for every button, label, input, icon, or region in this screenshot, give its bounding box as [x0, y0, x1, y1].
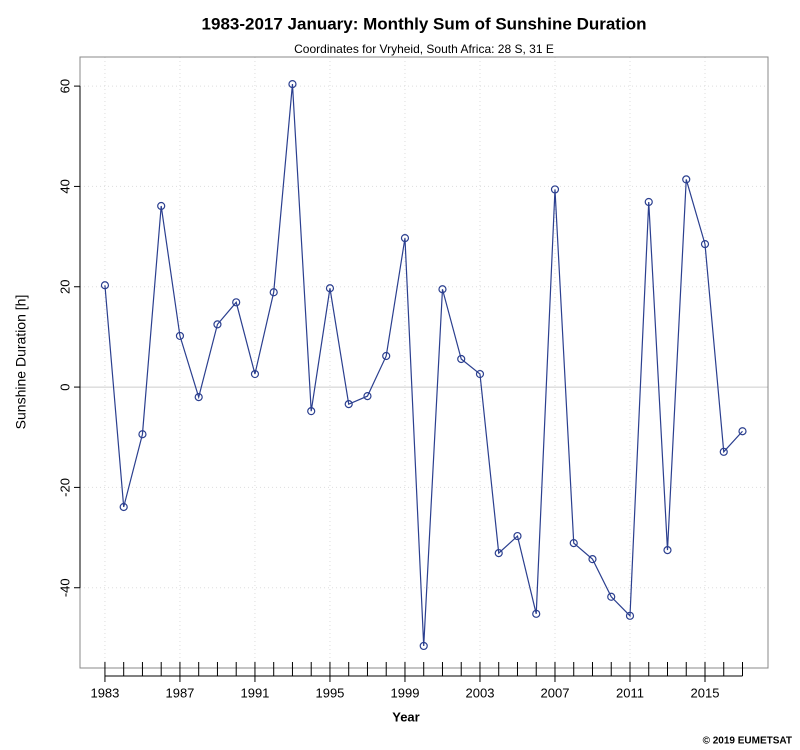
y-tick-label: -20 [57, 478, 72, 497]
point [344, 400, 353, 409]
x-tick-label: 1995 [315, 685, 344, 700]
line [104, 84, 743, 646]
x-tick-label: 2011 [616, 685, 644, 700]
point [682, 175, 691, 184]
point [100, 281, 110, 290]
x-tick-label: 1983 [90, 685, 119, 700]
x-axis-label: Year [392, 709, 419, 724]
point [663, 546, 672, 555]
x-tick-label: 1991 [240, 685, 269, 700]
point [494, 549, 503, 558]
point [532, 609, 541, 618]
point [513, 531, 522, 541]
point [363, 392, 372, 401]
point [138, 430, 147, 439]
point [213, 320, 222, 329]
y-axis-label: Sunshine Duration [h] [13, 295, 29, 430]
point [194, 393, 203, 402]
point [250, 369, 260, 379]
point [644, 197, 653, 207]
point [607, 592, 616, 601]
chart-title: 1983-2017 January: Monthly Sum of Sunshi… [202, 14, 647, 33]
point [457, 354, 466, 364]
point [157, 201, 166, 211]
point [738, 427, 747, 436]
x-tick-label: 1987 [165, 685, 194, 700]
y-tick-label: 40 [57, 179, 72, 193]
point [382, 351, 391, 361]
x-tick-label: 2007 [541, 685, 570, 700]
point [269, 288, 278, 297]
y-tick-label: -40 [57, 578, 72, 597]
point [438, 285, 447, 294]
point [700, 240, 710, 249]
point [475, 369, 485, 379]
credit: © 2019 EUMETSAT [703, 736, 792, 747]
point [307, 407, 316, 416]
point [325, 284, 335, 293]
point [232, 298, 241, 307]
x-tick-label: 2015 [691, 685, 720, 700]
point [719, 447, 728, 456]
point [400, 233, 410, 243]
point [175, 331, 185, 341]
point [119, 502, 128, 512]
point [550, 185, 560, 194]
point [588, 555, 597, 564]
y-tick-label: 20 [57, 280, 72, 294]
point [569, 538, 578, 548]
point [288, 79, 297, 89]
y-tick-label: 0 [57, 383, 72, 390]
y-tick-label: 60 [57, 79, 72, 93]
point [419, 641, 428, 651]
x-tick-label: 1999 [391, 685, 420, 700]
x-tick-label: 2003 [466, 685, 495, 700]
point [625, 611, 635, 620]
chart-subtitle: Coordinates for Vryheid, South Africa: 2… [294, 42, 554, 56]
